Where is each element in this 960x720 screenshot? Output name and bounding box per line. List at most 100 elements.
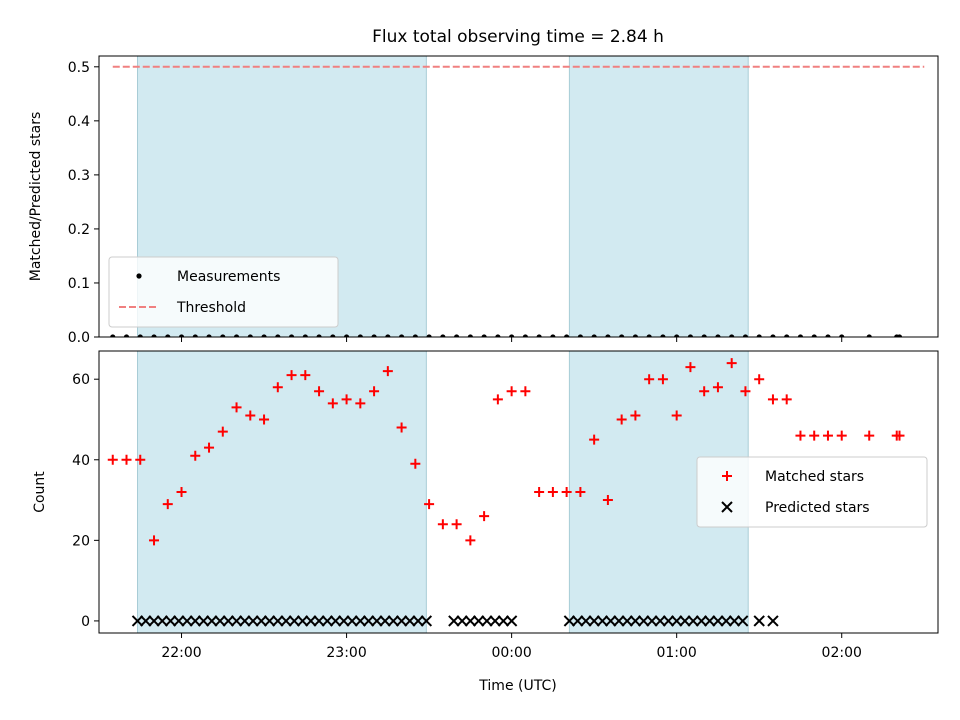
bottom-panel: 0 20 40 60 22:00 23:00 00:00 01:00 02:00 Count Mat… bbox=[32, 350, 939, 661]
measurement-point bbox=[206, 334, 212, 337]
predicted-stars-point bbox=[604, 615, 617, 627]
measurement-point bbox=[275, 334, 281, 337]
matched-stars-point bbox=[479, 511, 490, 522]
predicted-stars-point bbox=[472, 615, 485, 627]
predicted-stars-point bbox=[313, 615, 325, 627]
measurement-point bbox=[896, 334, 903, 337]
matched-stars-point bbox=[699, 386, 710, 397]
predicted-stars-point bbox=[181, 615, 193, 627]
predicted-stars-point bbox=[637, 615, 650, 627]
measurement-point bbox=[522, 334, 528, 337]
predicted-stars-point bbox=[263, 615, 276, 627]
measurement-point bbox=[646, 334, 652, 337]
bottom-frame bbox=[98, 350, 939, 634]
predicted-stars-point bbox=[338, 615, 350, 627]
measurement-point bbox=[165, 334, 171, 337]
matched-stars-point bbox=[121, 454, 132, 465]
predicted-stars-point bbox=[753, 615, 765, 627]
predicted-stars-point bbox=[247, 615, 259, 627]
predicted-stars-point bbox=[404, 615, 416, 627]
measurement-point bbox=[591, 334, 597, 337]
predicted-stars-point bbox=[371, 615, 383, 627]
top-y-tick-label: 0.1 bbox=[68, 276, 90, 292]
predicted-stars-point bbox=[140, 615, 152, 627]
measurement-point bbox=[343, 334, 350, 337]
matched-stars-point bbox=[864, 430, 875, 441]
predicted-stars-point bbox=[214, 615, 226, 627]
matched-stars-point bbox=[259, 414, 270, 425]
predicted-stars-point bbox=[646, 615, 658, 627]
predicted-stars-point bbox=[654, 615, 666, 627]
predicted-stars-point bbox=[412, 615, 424, 627]
x-tick-label: 01:00 bbox=[656, 645, 696, 661]
measurement-point bbox=[839, 334, 845, 337]
measurement-point bbox=[866, 334, 872, 337]
measurement-point bbox=[192, 334, 198, 337]
measurement-point bbox=[784, 334, 790, 337]
measurement-point bbox=[577, 334, 583, 337]
matched-stars-point bbox=[616, 414, 627, 425]
matched-stars-point bbox=[162, 499, 173, 510]
matched-stars-point bbox=[767, 394, 778, 405]
legend-marker-matched bbox=[722, 471, 732, 481]
predicted-stars-point bbox=[448, 615, 460, 627]
predicted-stars-point bbox=[580, 615, 592, 627]
matched-stars-point bbox=[382, 366, 393, 377]
predicted-stars-point bbox=[329, 615, 342, 627]
legend-marker-predicted bbox=[721, 501, 733, 513]
predicted-stars-point bbox=[272, 615, 284, 627]
predicted-stars-point bbox=[296, 615, 309, 627]
predicted-stars-point bbox=[497, 615, 510, 627]
predicted-stars-point bbox=[164, 615, 177, 627]
predicted-stars-point bbox=[379, 615, 391, 627]
x-tick-label: 02:00 bbox=[822, 645, 862, 661]
matched-stars-point bbox=[795, 430, 806, 441]
predicted-stars-point bbox=[354, 615, 367, 627]
predicted-stars-point bbox=[395, 615, 408, 627]
measurement-point bbox=[178, 334, 185, 337]
matched-stars-point bbox=[671, 410, 682, 421]
measurement-point bbox=[811, 334, 817, 337]
predicted-stars-point bbox=[662, 615, 675, 627]
bottom-y-axis-label: Count bbox=[32, 471, 48, 513]
predicted-stars-point bbox=[387, 615, 400, 627]
matched-stars-point bbox=[286, 370, 297, 381]
matched-stars-point bbox=[272, 382, 283, 393]
matched-stars-point bbox=[492, 394, 503, 405]
matched-stars-point bbox=[740, 386, 751, 397]
predicted-stars-point bbox=[148, 615, 160, 627]
measurement-point bbox=[426, 334, 432, 337]
matched-stars-point bbox=[602, 495, 613, 506]
measurement-point bbox=[288, 334, 295, 337]
measurement-point bbox=[701, 334, 707, 337]
predicted-stars-point bbox=[687, 615, 699, 627]
measurement-point bbox=[825, 334, 831, 337]
top-shaded-interval-2 bbox=[568, 55, 749, 338]
measurement-point bbox=[770, 334, 776, 337]
matched-stars-point bbox=[547, 487, 558, 497]
matched-stars-point bbox=[369, 386, 380, 397]
measurement-point bbox=[440, 334, 446, 337]
measurement-point bbox=[797, 334, 804, 337]
measurement-point bbox=[233, 334, 240, 337]
legend-label: Threshold bbox=[176, 300, 246, 316]
matched-stars-point bbox=[809, 430, 820, 441]
matched-stars-point bbox=[231, 402, 242, 413]
predicted-stars-point bbox=[695, 615, 708, 627]
predicted-stars-point bbox=[679, 615, 691, 627]
predicted-stars-point bbox=[464, 615, 477, 627]
predicted-stars-point bbox=[131, 615, 144, 627]
matched-stars-point bbox=[575, 487, 586, 497]
matched-stars-point bbox=[451, 519, 462, 530]
predicted-stars-point bbox=[305, 615, 317, 627]
predicted-stars-point bbox=[189, 615, 201, 627]
x-tick-label: 23:00 bbox=[326, 645, 366, 661]
top-y-tick-label: 0.2 bbox=[68, 222, 90, 238]
predicted-stars-point bbox=[629, 615, 642, 627]
measurement-point bbox=[316, 334, 322, 337]
matched-stars-point bbox=[341, 394, 352, 405]
predicted-stars-point bbox=[712, 615, 724, 627]
measurement-point bbox=[151, 334, 157, 337]
matched-stars-point bbox=[822, 430, 833, 441]
